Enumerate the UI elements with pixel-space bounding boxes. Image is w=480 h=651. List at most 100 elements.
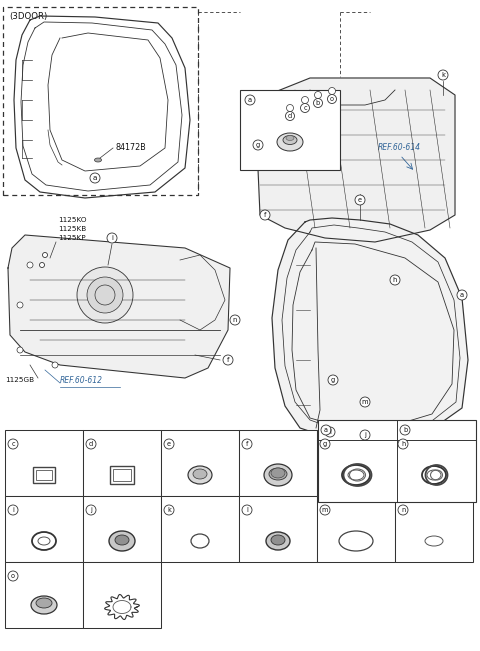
- Circle shape: [8, 505, 18, 515]
- Text: n: n: [401, 507, 405, 513]
- Text: 84135A: 84135A: [21, 439, 50, 449]
- Text: l: l: [246, 507, 248, 513]
- Text: 1125KO: 1125KO: [58, 217, 86, 223]
- Bar: [318, 420, 476, 502]
- Bar: [33, 467, 55, 483]
- Circle shape: [39, 262, 45, 268]
- Circle shape: [8, 439, 18, 449]
- Text: b: b: [316, 100, 320, 106]
- Text: 84146B: 84146B: [255, 505, 284, 514]
- Circle shape: [327, 94, 336, 104]
- Text: k: k: [167, 507, 171, 513]
- Circle shape: [300, 104, 310, 113]
- Circle shape: [107, 233, 117, 243]
- Text: i: i: [111, 235, 113, 241]
- Ellipse shape: [109, 531, 135, 551]
- Bar: [5, 430, 83, 496]
- Ellipse shape: [271, 468, 285, 478]
- Circle shape: [287, 105, 293, 111]
- Text: b: b: [403, 427, 407, 433]
- Circle shape: [320, 505, 330, 515]
- Circle shape: [90, 173, 100, 183]
- Text: j: j: [90, 507, 92, 513]
- Circle shape: [400, 425, 410, 435]
- Text: 81739B: 81739B: [21, 572, 50, 581]
- Text: f: f: [264, 212, 266, 218]
- Circle shape: [360, 397, 370, 407]
- Text: k: k: [441, 72, 445, 78]
- Circle shape: [457, 290, 467, 300]
- Bar: [5, 562, 83, 628]
- Text: 1731JF: 1731JF: [335, 426, 362, 434]
- Bar: [239, 430, 317, 496]
- Bar: [161, 496, 239, 562]
- Text: e: e: [358, 197, 362, 203]
- Polygon shape: [8, 235, 230, 378]
- Text: 1731JB: 1731JB: [255, 439, 282, 449]
- Circle shape: [253, 140, 263, 150]
- Bar: [5, 496, 83, 562]
- Text: j: j: [364, 432, 366, 438]
- Text: REF.60-612: REF.60-612: [60, 376, 103, 385]
- Circle shape: [242, 505, 252, 515]
- Text: 84182K: 84182K: [333, 505, 362, 514]
- Text: (3DOOR): (3DOOR): [9, 12, 47, 21]
- Text: g: g: [256, 142, 260, 148]
- Ellipse shape: [269, 468, 287, 480]
- Text: d: d: [288, 113, 292, 119]
- Bar: [395, 496, 473, 562]
- Text: i: i: [329, 429, 331, 435]
- Ellipse shape: [193, 469, 207, 479]
- Text: m: m: [322, 507, 328, 513]
- Circle shape: [328, 87, 336, 94]
- Text: a: a: [93, 175, 97, 181]
- Circle shape: [77, 267, 133, 323]
- Bar: [161, 430, 239, 496]
- Bar: [110, 466, 134, 484]
- Circle shape: [398, 505, 408, 515]
- Ellipse shape: [277, 133, 303, 151]
- Polygon shape: [255, 78, 455, 242]
- Text: e: e: [167, 441, 171, 447]
- Text: a: a: [460, 292, 464, 298]
- Text: REF.60-614: REF.60-614: [378, 143, 421, 152]
- Ellipse shape: [283, 135, 297, 145]
- Ellipse shape: [264, 464, 292, 486]
- Text: c: c: [303, 105, 307, 111]
- Bar: [239, 496, 317, 562]
- Circle shape: [17, 347, 23, 353]
- Text: 84132A: 84132A: [177, 505, 206, 514]
- Circle shape: [27, 262, 33, 268]
- Bar: [240, 90, 340, 170]
- Ellipse shape: [188, 466, 212, 484]
- Text: f: f: [227, 357, 229, 363]
- Text: 83397: 83397: [411, 505, 435, 514]
- Text: 1731JA: 1731JA: [177, 439, 204, 449]
- Circle shape: [325, 427, 335, 437]
- Circle shape: [360, 430, 370, 440]
- Text: h: h: [393, 277, 397, 283]
- Text: d: d: [89, 441, 93, 447]
- Circle shape: [245, 95, 255, 105]
- Text: 84136: 84136: [414, 426, 439, 434]
- Circle shape: [242, 439, 252, 449]
- Circle shape: [320, 439, 330, 449]
- Circle shape: [301, 96, 309, 104]
- Circle shape: [230, 315, 240, 325]
- Text: 1076AM: 1076AM: [411, 439, 442, 449]
- Text: c: c: [11, 441, 15, 447]
- Ellipse shape: [36, 598, 52, 608]
- Text: 84172B: 84172B: [115, 143, 146, 152]
- Text: 81746A: 81746A: [259, 96, 291, 105]
- Ellipse shape: [286, 135, 294, 141]
- Text: 1125GB: 1125GB: [5, 377, 34, 383]
- Circle shape: [223, 355, 233, 365]
- Circle shape: [8, 571, 18, 581]
- Text: 84137: 84137: [99, 439, 123, 449]
- Ellipse shape: [31, 596, 57, 614]
- Ellipse shape: [266, 532, 290, 550]
- Text: 84136B: 84136B: [91, 572, 120, 581]
- Circle shape: [438, 70, 448, 80]
- Text: 1731JE: 1731JE: [21, 505, 47, 514]
- Text: i: i: [12, 507, 14, 513]
